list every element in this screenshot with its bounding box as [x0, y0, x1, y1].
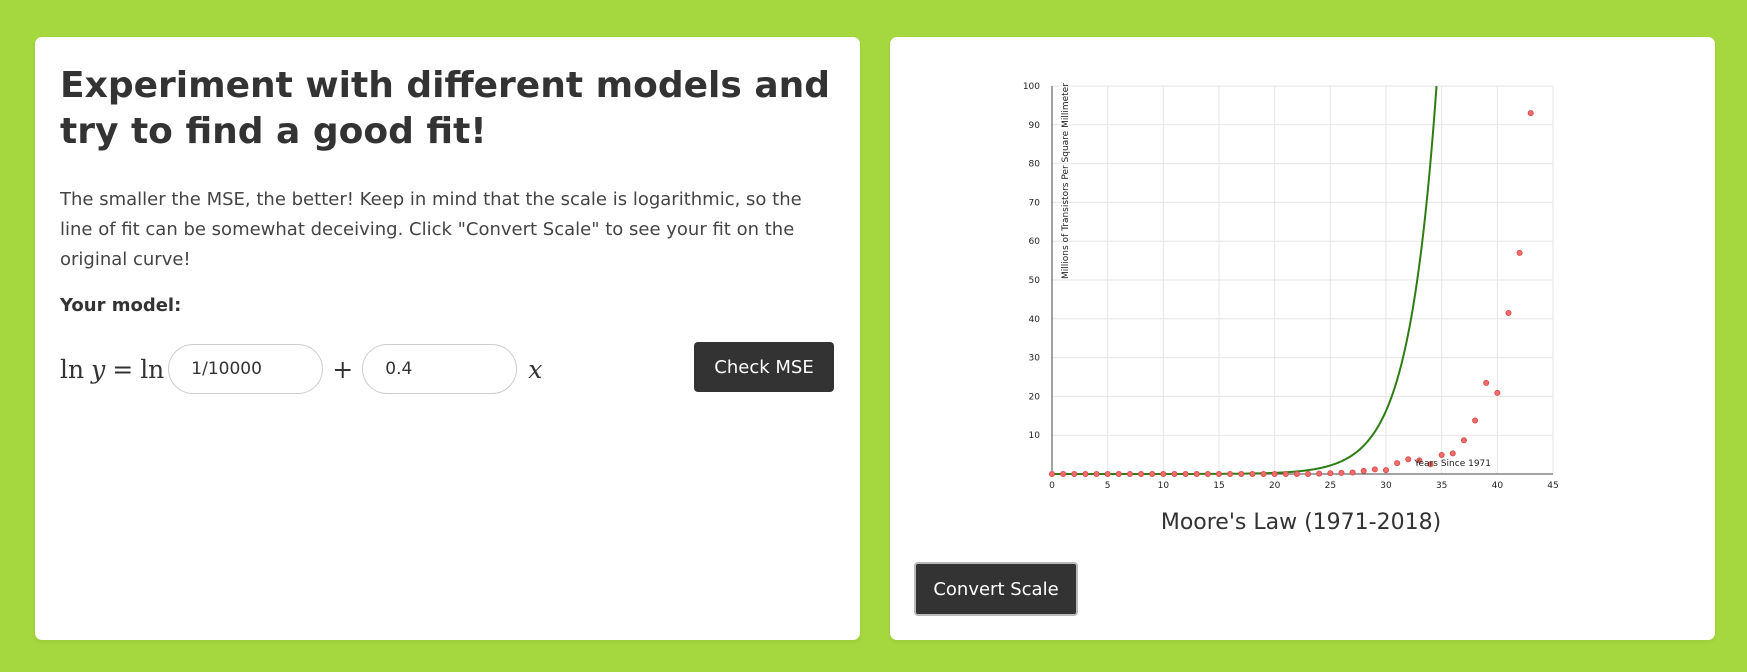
data-point	[1193, 470, 1200, 477]
x-tick-label: 5	[1105, 481, 1111, 491]
moores-law-chart: 0 5 10 15 20 25 30 35 40 45102030405060708090100 …	[1023, 82, 1559, 535]
data-point	[1060, 470, 1067, 477]
x-tick-label: 45	[1547, 481, 1558, 491]
x-tick-label: 30	[1380, 481, 1392, 491]
data-point	[1494, 389, 1501, 396]
y-tick-label: 90	[1029, 121, 1041, 131]
model-label: Your model:	[60, 295, 182, 316]
x-tick-label: 40	[1492, 481, 1504, 491]
equals-sign: =	[112, 354, 134, 384]
y-tick-label: 80	[1029, 160, 1041, 170]
y-tick-label: 60	[1029, 237, 1041, 247]
data-point	[1093, 470, 1100, 477]
x-tick-label: 0	[1049, 481, 1055, 491]
model-panel: Experiment with different models and try…	[35, 37, 860, 640]
data-point	[1249, 470, 1256, 477]
instructions-text: The smaller the MSE, the better! Keep in…	[60, 189, 802, 270]
data-point	[1149, 470, 1156, 477]
data-point	[1505, 309, 1512, 316]
x-tick-label: 20	[1269, 481, 1281, 491]
model-equation: ln y = ln + x	[60, 343, 542, 395]
y-tick-label: 20	[1029, 392, 1041, 402]
data-point	[1227, 470, 1234, 477]
data-point	[1349, 469, 1356, 476]
data-point	[1405, 456, 1412, 463]
y-axis-label: Millions of Transistors Per Square Milli…	[1061, 83, 1071, 279]
y-tick-label: 70	[1029, 198, 1041, 208]
data-point	[1338, 469, 1345, 476]
data-point	[1082, 470, 1089, 477]
data-point	[1160, 470, 1167, 477]
data-point	[1104, 470, 1111, 477]
data-point	[1371, 466, 1378, 473]
data-point	[1416, 457, 1423, 464]
y-tick-label: 100	[1023, 82, 1040, 92]
y-tick-label: 40	[1029, 315, 1041, 325]
x-tick-label: 10	[1158, 481, 1170, 491]
ln-symbol-2: ln	[140, 354, 165, 384]
data-point	[1271, 470, 1278, 477]
data-point	[1438, 451, 1445, 458]
data-point	[1115, 470, 1122, 477]
data-point	[1360, 467, 1367, 474]
rate-input[interactable]	[362, 344, 518, 394]
coefficient-input[interactable]	[168, 344, 324, 394]
y-tick-label: 10	[1029, 431, 1041, 441]
data-point	[1126, 470, 1133, 477]
data-point	[1182, 470, 1189, 477]
data-point	[1460, 437, 1467, 444]
data-point	[1293, 470, 1300, 477]
data-point	[1327, 470, 1334, 477]
x-axis-label: Years Since 1971	[1413, 459, 1491, 469]
check-mse-button[interactable]: Check MSE	[694, 342, 834, 392]
data-point	[1215, 470, 1222, 477]
y-variable: y	[91, 354, 106, 384]
data-point	[1282, 470, 1289, 477]
data-point	[1048, 470, 1055, 477]
x-tick-label: 25	[1325, 481, 1336, 491]
data-point	[1449, 450, 1456, 457]
data-point	[1527, 110, 1534, 117]
x-variable: x	[528, 354, 543, 384]
chart-title: Moore's Law (1971-2018)	[1161, 510, 1441, 535]
x-tick-label: 15	[1213, 481, 1224, 491]
data-point	[1472, 417, 1479, 424]
data-point	[1238, 470, 1245, 477]
data-point	[1316, 470, 1323, 477]
data-point	[1171, 470, 1178, 477]
convert-scale-button[interactable]: Convert Scale	[914, 562, 1078, 616]
data-point	[1516, 249, 1523, 256]
data-point	[1305, 470, 1312, 477]
data-point	[1483, 379, 1490, 386]
data-point	[1394, 460, 1401, 467]
plus-sign: +	[332, 354, 354, 384]
data-point	[1382, 467, 1389, 474]
data-point	[1427, 461, 1434, 468]
data-point	[1071, 470, 1078, 477]
y-tick-label: 50	[1029, 276, 1041, 286]
y-tick-label: 30	[1029, 354, 1041, 364]
page-heading: Experiment with different models and try…	[60, 65, 831, 152]
ln-symbol: ln	[60, 354, 85, 384]
data-point	[1260, 470, 1267, 477]
data-point	[1204, 470, 1211, 477]
x-tick-label: 35	[1436, 481, 1447, 491]
chart-panel: 0 5 10 15 20 25 30 35 40 45 10 20 30 40 50 60 70 80 90 100 …	[890, 37, 1715, 640]
data-point	[1138, 470, 1145, 477]
